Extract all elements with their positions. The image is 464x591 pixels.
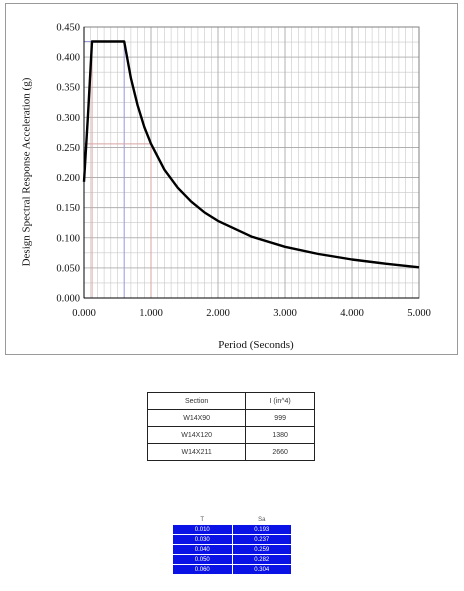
table-row: 0.010 0.193	[172, 524, 292, 535]
x-tick-label: 0.000	[72, 308, 96, 319]
table-row: W14X211 2660	[146, 443, 315, 461]
table-row: W14X120 1380	[146, 426, 315, 444]
table-row: 0.050 0.282	[172, 554, 292, 565]
y-tick-label: 0.300	[56, 113, 80, 124]
spectrum-chart: 0.000 0.050 0.100 0.150 0.200 0.250 0.300 0.350…	[56, 23, 431, 320]
t-cell: 0.030	[172, 534, 233, 545]
inertia-header: I (in^4)	[245, 392, 315, 410]
sa-cell: 0.193	[231, 524, 292, 535]
chart-frame: 0.000 0.050 0.100 0.150 0.200 0.250 0.300 0.350…	[5, 3, 458, 355]
table-row: 0.060 0.304	[172, 564, 292, 575]
y-tick-label: 0.400	[56, 53, 80, 64]
x-tick-label: 3.000	[273, 308, 297, 319]
table-row: 0.030 0.237	[172, 534, 292, 545]
section-cell: W14X211	[146, 443, 247, 461]
sa-header: Sa	[258, 517, 266, 523]
sa-cell: 0.282	[231, 554, 292, 565]
inertia-cell: 2660	[245, 443, 315, 461]
t-header: T	[200, 517, 205, 523]
y-tick-label: 0.100	[56, 233, 80, 244]
y-axis-title-wrap: Design Spectral Response Acceleration (g…	[16, 39, 36, 304]
y-axis-title: Design Spectral Response Acceleration (g…	[20, 77, 32, 266]
t-cell: 0.050	[172, 554, 233, 565]
t-cell: 0.060	[172, 564, 233, 575]
x-tick-label: 5.000	[407, 308, 431, 319]
y-tick-label: 0.150	[56, 203, 80, 214]
y-tick-label: 0.250	[56, 143, 80, 154]
y-tick-label: 0.450	[56, 23, 80, 34]
table-row: W14X90 999	[146, 409, 315, 427]
x-tick-label: 2.000	[206, 308, 230, 319]
spectrum-curve	[82, 40, 420, 269]
y-tick-label: 0.000	[56, 294, 80, 305]
y-tick-label: 0.200	[56, 173, 80, 184]
y-tick-label: 0.050	[56, 263, 80, 274]
tsa-table-header: T Sa	[173, 516, 292, 525]
t-cell: 0.010	[172, 524, 233, 535]
x-axis-title: Period (Seconds)	[218, 339, 294, 351]
section-table-header: Section I (in^4)	[146, 392, 315, 410]
inertia-cell: 1380	[245, 426, 315, 444]
y-tick-label: 0.350	[56, 83, 80, 94]
table-row: 0.040 0.259	[172, 544, 292, 555]
section-cell: W14X120	[146, 426, 247, 444]
x-tick-label: 4.000	[340, 308, 364, 319]
section-header: Section	[146, 392, 247, 410]
section-cell: W14X90	[146, 409, 247, 427]
t-cell: 0.040	[172, 544, 233, 555]
section-table: Section I (in^4) W14X90 999 W14X120 1380…	[146, 392, 315, 461]
x-tick-label: 1.000	[139, 308, 163, 319]
sa-cell: 0.237	[231, 534, 292, 545]
inertia-cell: 999	[245, 409, 315, 427]
sa-cell: 0.259	[231, 544, 292, 555]
period-sa-table: T Sa 0.010 0.193 0.030 0.237 0.040 0.259…	[172, 516, 292, 575]
sa-cell: 0.304	[231, 564, 292, 575]
